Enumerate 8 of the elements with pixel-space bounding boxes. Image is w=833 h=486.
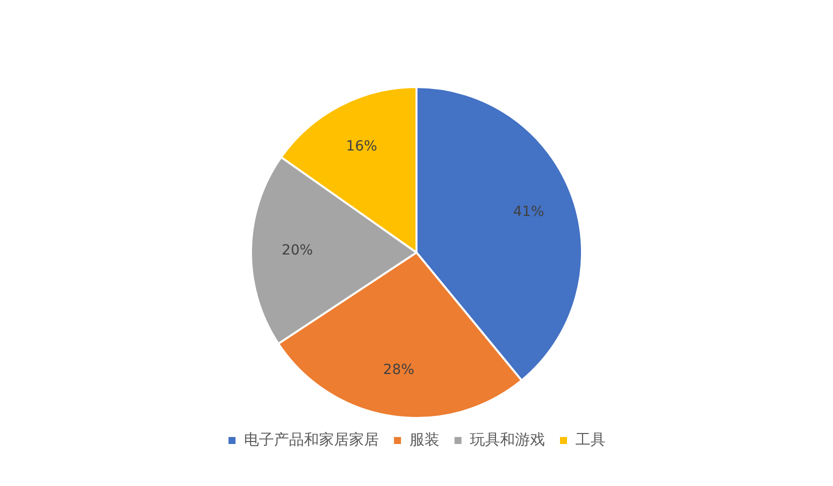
data-label: 16% [346, 138, 378, 154]
legend-label: 玩具和游戏 [470, 430, 545, 448]
legend-label: 工具 [576, 430, 606, 448]
data-label: 20% [282, 242, 313, 258]
data-label: 28% [383, 362, 414, 378]
legend-label: 电子产品和家居家居 [244, 430, 379, 448]
data-label: 41% [513, 204, 544, 220]
legend-label: 服装 [410, 430, 440, 448]
